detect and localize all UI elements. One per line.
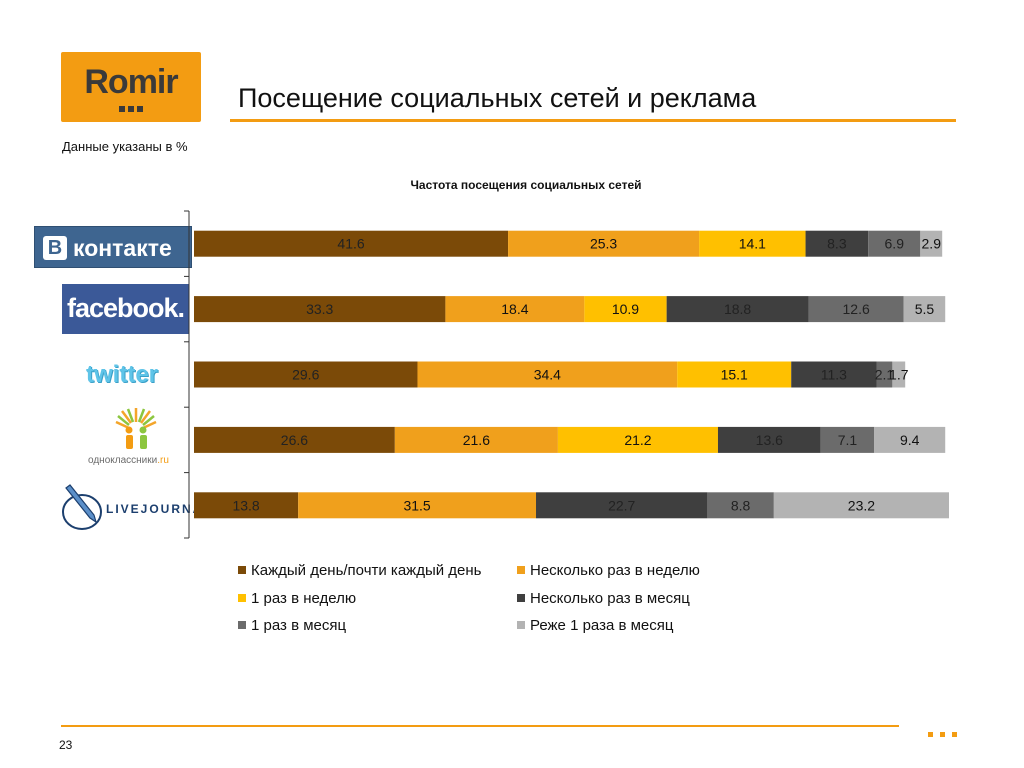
bar-data-label: 12.6: [843, 301, 870, 317]
bar-data-label: 8.8: [731, 497, 751, 513]
bar-data-label: 33.3: [306, 301, 333, 317]
bar-data-label: 10.9: [612, 301, 639, 317]
bar-segment: [666, 296, 809, 323]
bar-data-label: 41.6: [337, 236, 364, 252]
odnoklassniki-logo: одноклассники.ru: [88, 406, 192, 472]
bar-segment: [773, 492, 949, 519]
bar-segment: [298, 492, 537, 519]
bar-data-label: 25.3: [590, 236, 617, 252]
bar-data-label: 13.6: [756, 432, 783, 448]
bar-segment: [820, 426, 875, 453]
legend-item-several-per-week: Несколько раз в неделю: [517, 562, 700, 579]
legend-item-once-per-month: 1 раз в месяц: [238, 617, 346, 634]
bar-data-label: 18.8: [724, 301, 751, 317]
bar-data-label: 14.1: [739, 236, 766, 252]
bar-data-label: 29.6: [292, 367, 319, 383]
bar-segment: [194, 230, 509, 257]
bar-data-label: 22.7: [608, 497, 635, 513]
page-title: Посещение социальных сетей и реклама: [238, 83, 757, 113]
bar-segment: [394, 426, 558, 453]
page-number: 23: [59, 738, 73, 752]
twitter-logo: twitter: [86, 361, 190, 397]
bar-segment: [557, 426, 718, 453]
bar-segment: [805, 230, 869, 257]
bar-data-label: 6.9: [885, 236, 905, 252]
odnoklassniki-logo-text: одноклассники.ru: [88, 455, 169, 466]
footer-divider: [61, 725, 899, 727]
bar-segment: [876, 361, 893, 388]
bar-data-label: 8.3: [827, 236, 847, 252]
bar-segment: [194, 426, 395, 453]
bar-segment: [194, 361, 418, 388]
bar-data-label: 21.6: [463, 432, 490, 448]
livejournal-pencil-icon: [62, 484, 102, 530]
legend-item-once-per-week: 1 раз в неделю: [238, 590, 356, 607]
title-divider: [230, 119, 956, 122]
bar-data-label: 15.1: [721, 367, 748, 383]
bar-segment: [707, 492, 774, 519]
bar-segment: [677, 361, 792, 388]
bar-data-label: 2.9: [922, 236, 942, 252]
twitter-logo-text: twitter: [86, 361, 158, 388]
bar-segment: [445, 296, 585, 323]
legend-item-daily: Каждый день/почти каждый день: [238, 562, 481, 579]
bar-data-label: 26.6: [281, 432, 308, 448]
legend-swatch: [517, 566, 525, 574]
unit-note: Данные указаны в %: [62, 139, 188, 154]
legend-swatch: [238, 594, 246, 602]
bar-data-label: 5.5: [915, 301, 935, 317]
bar-segment: [584, 296, 667, 323]
bar-data-label: 2.1: [875, 367, 895, 383]
bar-segment: [417, 361, 678, 388]
odnoklassniki-people-icon: [115, 408, 157, 449]
vkontakte-logo: B контакте: [34, 226, 192, 268]
bar-segment: [791, 361, 877, 388]
bar-data-label: 23.2: [848, 497, 875, 513]
bar-data-label: 13.8: [232, 497, 259, 513]
bar-segment: [717, 426, 821, 453]
bar-segment: [920, 230, 943, 257]
bar-data-label: 7.1: [838, 432, 858, 448]
romir-logo: Romir: [61, 52, 201, 122]
facebook-logo: facebook.: [62, 284, 189, 334]
livejournal-logo-text: LIVEJOURNAL: [106, 502, 213, 516]
vk-badge-icon: B: [43, 236, 67, 260]
legend-swatch: [238, 566, 246, 574]
bar-segment: [903, 296, 946, 323]
bar-segment: [808, 296, 904, 323]
livejournal-logo: LIVEJOURNAL: [60, 484, 211, 534]
logo-dots: [119, 99, 146, 117]
legend-item-rarely: Реже 1 раза в месяц: [517, 617, 673, 634]
bar-data-label: 11.3: [821, 367, 847, 383]
facebook-logo-text: facebook.: [66, 293, 185, 323]
bar-data-label: 34.4: [534, 367, 561, 383]
bar-segment: [508, 230, 700, 257]
vk-logo-text: контакте: [73, 235, 172, 261]
bar-segment: [892, 361, 906, 388]
stacked-bar-chart: 41.6 25.3 14.1 8.3 6.9 2.9 33.3 18.4 10.9 18.8 12.…: [184, 210, 949, 539]
bar-data-label: 21.2: [624, 432, 651, 448]
bar-data-label: 1.7: [889, 367, 909, 383]
legend-swatch: [238, 621, 246, 629]
legend-item-several-per-month: Несколько раз в месяц: [517, 590, 690, 607]
bar-data-label: 9.4: [900, 432, 920, 448]
bar-segment: [194, 296, 446, 323]
logo-text: Romir: [84, 63, 178, 101]
bar-data-label: 18.4: [501, 301, 528, 317]
bar-segment: [874, 426, 946, 453]
legend-swatch: [517, 621, 525, 629]
footer-dots: [928, 724, 964, 742]
bar-segment: [536, 492, 708, 519]
bar-data-label: 31.5: [403, 497, 430, 513]
bar-segment: [868, 230, 921, 257]
bar-segment: [699, 230, 806, 257]
chart-title: Частота посещения социальных сетей: [410, 178, 642, 192]
bar-segment: [194, 492, 299, 519]
legend-swatch: [517, 594, 525, 602]
